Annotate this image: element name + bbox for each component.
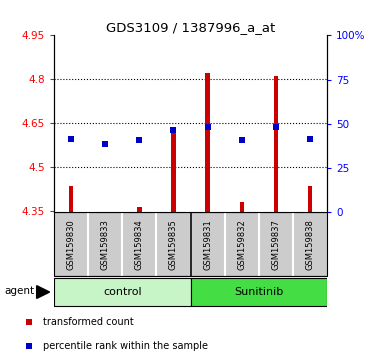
Text: GSM159835: GSM159835 [169,219,178,270]
FancyBboxPatch shape [191,278,327,306]
Bar [274,76,278,212]
Text: GSM159831: GSM159831 [203,219,212,270]
Title: GDS3109 / 1387996_a_at: GDS3109 / 1387996_a_at [106,21,275,34]
Bar [69,186,73,212]
Text: agent: agent [4,286,34,296]
Bar [206,73,210,212]
FancyBboxPatch shape [54,212,327,276]
Bar [171,127,176,212]
Bar [137,207,142,212]
Bar [308,186,312,212]
Bar [239,202,244,212]
Text: GSM159830: GSM159830 [67,219,75,270]
Text: transformed count: transformed count [43,317,134,327]
Text: GSM159832: GSM159832 [237,219,246,270]
Text: GSM159838: GSM159838 [306,219,315,270]
Text: GSM159834: GSM159834 [135,219,144,270]
FancyBboxPatch shape [54,278,191,306]
Text: percentile rank within the sample: percentile rank within the sample [43,341,208,350]
Polygon shape [37,286,50,298]
Text: GSM159833: GSM159833 [100,219,110,270]
Text: Sunitinib: Sunitinib [234,287,283,297]
Text: control: control [103,287,142,297]
Text: GSM159837: GSM159837 [271,219,281,270]
